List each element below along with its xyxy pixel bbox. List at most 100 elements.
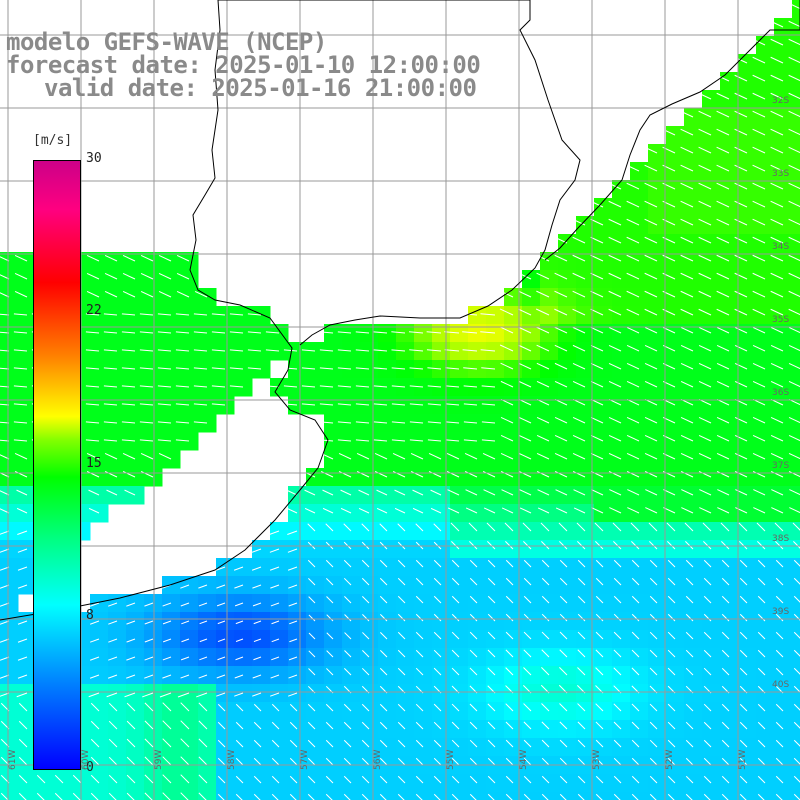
wind-arrow	[17, 548, 28, 553]
wind-speed-cell	[180, 648, 199, 667]
wind-speed-cell	[756, 90, 775, 109]
wind-arrow	[126, 756, 136, 766]
wind-arrow	[0, 692, 10, 697]
wind-arrow	[193, 331, 208, 334]
wind-speed-cell	[792, 306, 800, 325]
wind-speed-cell	[234, 684, 253, 703]
wind-arrow	[235, 638, 244, 643]
wind-speed-cell	[594, 432, 613, 451]
wind-speed-cell	[756, 36, 775, 55]
wind-speed-cell	[270, 612, 289, 631]
wind-arrow	[217, 775, 226, 784]
wind-arrow	[122, 272, 136, 280]
wind-arrow	[162, 620, 172, 625]
wind-speed-cell	[324, 360, 343, 379]
wind-arrow	[771, 489, 784, 496]
latitude-label: 32S	[772, 96, 790, 106]
wind-arrow	[559, 595, 568, 604]
wind-arrow	[590, 452, 604, 460]
wind-arrow	[716, 110, 730, 118]
wind-arrow	[788, 20, 800, 28]
wind-speed-cell	[324, 396, 343, 415]
wind-speed-cell	[684, 234, 703, 253]
wind-speed-cell	[342, 468, 361, 487]
wind-arrow	[757, 649, 766, 658]
wind-speed-cell	[720, 162, 739, 181]
wind-arrow	[775, 721, 784, 730]
wind-arrow	[144, 620, 154, 625]
wind-speed-cell	[558, 504, 577, 523]
wind-arrow	[541, 775, 550, 784]
wind-speed-cell	[90, 288, 109, 307]
wind-speed-cell	[522, 306, 541, 325]
wind-arrow	[505, 577, 514, 586]
wind-speed-cell	[756, 450, 775, 469]
wind-arrow	[752, 110, 766, 118]
wind-arrow	[703, 757, 712, 766]
wind-speed-cell	[738, 270, 757, 289]
wind-arrow	[428, 470, 442, 478]
wind-arrow	[270, 692, 280, 697]
wind-speed-cell	[414, 432, 433, 451]
wind-speed-cell	[126, 342, 145, 361]
wind-speed-cell	[126, 648, 145, 667]
wind-arrow	[451, 559, 460, 568]
wind-speed-cell	[90, 648, 109, 667]
wind-speed-cell	[504, 432, 523, 451]
wind-arrow	[739, 577, 748, 586]
wind-arrow	[415, 523, 424, 532]
wind-speed-cell	[612, 216, 631, 235]
wind-speed-cell	[504, 324, 523, 343]
wind-arrow	[86, 290, 100, 298]
wind-arrow	[337, 349, 352, 352]
longitude-label: 55W	[446, 749, 456, 770]
wind-speed-cell	[594, 486, 613, 505]
wind-speed-cell	[180, 792, 199, 800]
wind-arrow	[433, 649, 442, 658]
wind-arrow	[86, 272, 100, 280]
wind-speed-cell	[270, 684, 289, 703]
wind-arrow	[325, 721, 334, 730]
wind-speed-cell	[342, 432, 361, 451]
wind-arrow	[344, 596, 352, 604]
wind-speed-cell	[198, 612, 217, 631]
wind-speed-cell	[234, 324, 253, 343]
wind-arrow	[680, 272, 694, 280]
wind-arrow	[0, 292, 10, 298]
wind-speed-cell	[504, 450, 523, 469]
wind-arrow	[500, 416, 514, 424]
wind-speed-cell	[198, 576, 217, 595]
wind-arrow	[103, 403, 118, 406]
wind-speed-cell	[792, 396, 800, 415]
wind-arrow	[613, 595, 622, 604]
wind-speed-cell	[396, 450, 415, 469]
wind-speed-cell	[18, 270, 37, 289]
wind-speed-cell	[342, 792, 361, 800]
wind-arrow	[752, 380, 766, 388]
wind-arrow	[89, 656, 100, 661]
wind-arrow	[108, 638, 118, 643]
wind-arrow	[770, 56, 784, 64]
wind-arrow	[572, 254, 586, 262]
wind-arrow	[288, 692, 298, 697]
wind-speed-cell	[162, 684, 181, 703]
wind-arrow	[269, 530, 280, 535]
wind-arrow	[355, 439, 370, 442]
wind-arrow	[554, 416, 568, 424]
wind-speed-cell	[540, 306, 559, 325]
wind-arrow	[85, 349, 100, 352]
wind-arrow	[572, 218, 586, 226]
wind-arrow	[536, 416, 550, 424]
wind-arrow	[716, 380, 730, 388]
wind-arrow	[519, 507, 532, 514]
wind-arrow	[667, 775, 676, 784]
wind-arrow	[463, 385, 478, 388]
wind-arrow	[559, 577, 568, 586]
wind-arrow	[680, 308, 694, 316]
wind-speed-cell	[162, 594, 181, 613]
wind-speed-cell	[558, 288, 577, 307]
wind-arrow	[271, 757, 280, 766]
wind-arrow	[698, 470, 712, 478]
wind-arrow	[193, 385, 208, 388]
wind-speed-cell	[756, 198, 775, 217]
